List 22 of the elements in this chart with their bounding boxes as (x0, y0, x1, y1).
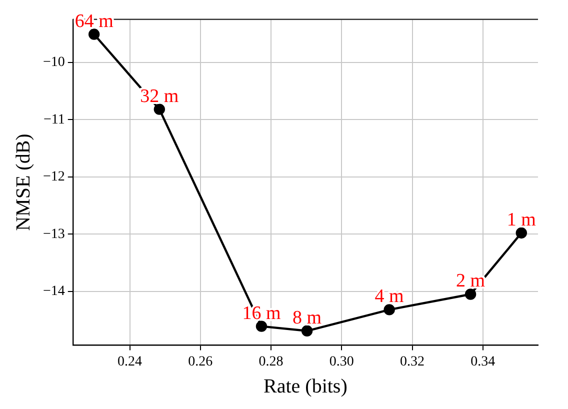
annotation: 8 m (292, 307, 322, 328)
y-axis-title: NMSE (dB) (12, 134, 34, 231)
annotation: 1 m (506, 209, 536, 230)
y-tick-label: −12 (42, 170, 65, 185)
point (516, 227, 527, 239)
point (301, 325, 313, 336)
x-tick-label: 0.28 (258, 354, 284, 370)
y-tick-label: −10 (42, 55, 65, 70)
y-tick-label: −11 (44, 112, 65, 128)
annotation: 4 m (374, 286, 404, 308)
x-tick-label: 0.34 (470, 354, 496, 370)
x-tick-label: 0.32 (400, 354, 425, 370)
point (464, 288, 476, 300)
point (256, 320, 268, 332)
y-tick-label: −14 (42, 284, 65, 300)
x-tick-label: 0.30 (329, 354, 354, 370)
x-tick-label: 0.24 (118, 354, 142, 370)
point (154, 104, 166, 115)
x-axis-title: Rate (bits) (264, 375, 348, 398)
x-tick-label: 0.26 (188, 354, 213, 370)
y-tick-label: −13 (42, 226, 65, 242)
point (384, 304, 395, 316)
